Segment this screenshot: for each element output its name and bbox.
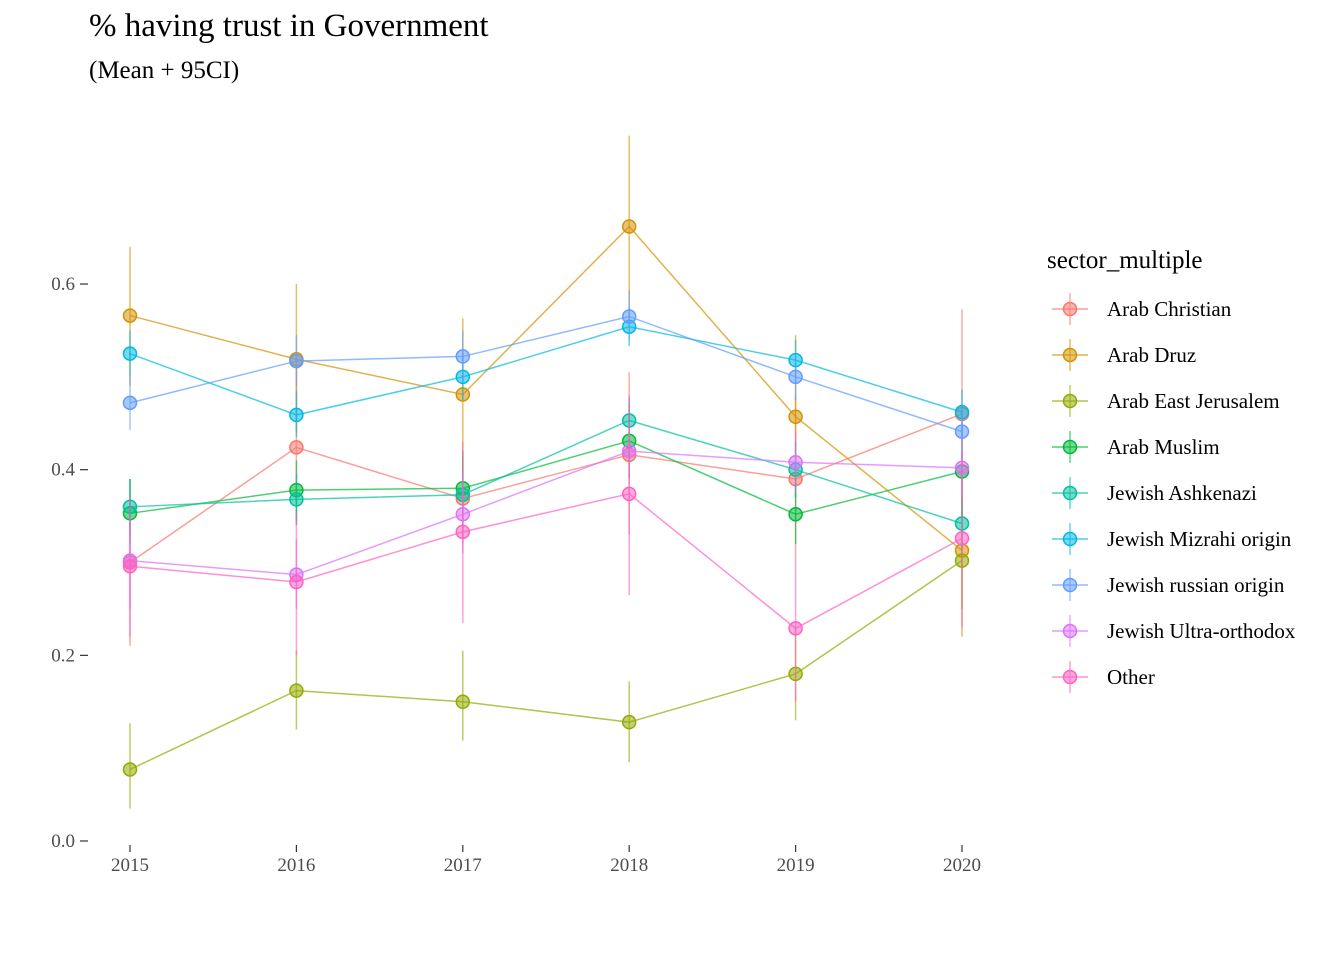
legend-key-point <box>1062 301 1078 317</box>
data-point <box>455 349 471 364</box>
x-tick-label: 2019 <box>777 855 815 876</box>
data-point <box>621 714 637 730</box>
series-line <box>129 493 963 630</box>
x-tick-label: 2018 <box>610 855 648 876</box>
data-point <box>455 694 471 710</box>
x-tick-label: 2016 <box>277 855 315 876</box>
x-tick-label: 2020 <box>943 855 981 876</box>
series-arab-east-jerusalem <box>122 511 970 809</box>
legend-title: sector_multiple <box>1047 247 1203 274</box>
data-point <box>122 762 138 777</box>
data-point <box>621 309 637 324</box>
data-point <box>289 353 304 369</box>
data-point <box>289 440 304 455</box>
legend-key-point <box>1062 669 1078 685</box>
y-tick-label: 0.4 <box>51 460 75 481</box>
series-line <box>129 450 963 576</box>
legend-label: Arab East Jerusalem <box>1107 389 1280 413</box>
legend-item: Jewish Mizrahi origin <box>1052 523 1292 555</box>
x-axis: 2015 2016 2017 2018 2019 2020 <box>111 845 981 876</box>
data-point <box>788 369 803 385</box>
x-tick-label: 2017 <box>444 855 482 876</box>
legend-key-point <box>1062 347 1078 363</box>
data-point <box>122 346 138 361</box>
y-axis: 0.0 0.2 0.4 0.6 <box>51 274 88 852</box>
legend-item: Arab Christian <box>1052 293 1232 325</box>
data-point <box>621 486 637 502</box>
data-point <box>954 531 970 546</box>
legend-key-point <box>1062 577 1078 593</box>
series-jewish-ashkenazi <box>122 398 970 549</box>
legend-label: Jewish Mizrahi origin <box>1107 527 1292 551</box>
series-jewish-russian-origin <box>122 290 970 456</box>
data-point <box>289 407 304 423</box>
data-point <box>122 395 138 411</box>
data-point <box>289 492 304 507</box>
y-tick-label: 0.6 <box>51 274 75 295</box>
series-layer <box>122 135 970 809</box>
legend-label: Arab Druz <box>1107 343 1196 367</box>
data-point <box>788 409 803 425</box>
series-line <box>129 560 963 771</box>
legend-item: Arab Muslim <box>1052 431 1220 463</box>
legend-item: Jewish Ashkenazi <box>1052 477 1257 509</box>
legend-label: Jewish Ashkenazi <box>1107 481 1257 505</box>
legend: sector_multiple Arab Christian Arab Druz A… <box>1047 247 1296 693</box>
legend-label: Jewish Ultra-orthodox <box>1107 619 1296 643</box>
series-line <box>129 325 963 416</box>
series-other <box>122 395 970 702</box>
legend-key-point <box>1062 531 1078 547</box>
legend-label: Other <box>1107 665 1155 689</box>
y-tick-label: 0.2 <box>51 645 75 666</box>
data-point <box>954 424 970 439</box>
data-point <box>289 683 304 698</box>
legend-key-point <box>1062 623 1078 639</box>
data-point <box>455 524 471 540</box>
data-point <box>788 455 803 470</box>
y-tick-label: 0.0 <box>51 831 75 852</box>
series-line <box>129 413 963 564</box>
series-arab-druz <box>122 135 970 637</box>
legend-key-point <box>1062 485 1078 501</box>
data-point <box>122 558 138 574</box>
series-line <box>129 419 963 525</box>
data-point <box>788 621 803 636</box>
series-arab-muslim <box>122 404 970 544</box>
legend-label: Arab Muslim <box>1107 435 1220 459</box>
legend-item: Arab Druz <box>1052 339 1196 371</box>
legend-key-point <box>1062 393 1078 409</box>
series-arab-christian <box>122 309 970 647</box>
chart-subtitle: (Mean + 95CI) <box>89 57 240 84</box>
legend-item: Other <box>1052 661 1155 693</box>
data-point <box>788 506 803 522</box>
series-jewish-ultra-orthodox <box>122 423 970 609</box>
chart-title: % having trust in Government <box>89 8 489 44</box>
legend-label: Jewish russian origin <box>1107 573 1285 597</box>
data-point <box>122 308 138 323</box>
legend-item: Arab East Jerusalem <box>1052 385 1280 417</box>
legend-item: Jewish russian origin <box>1052 569 1285 601</box>
series-line <box>129 315 963 433</box>
legend-item: Jewish Ultra-orthodox <box>1052 615 1296 647</box>
data-point <box>621 219 637 234</box>
x-tick-label: 2015 <box>111 855 149 876</box>
series-line <box>129 440 963 516</box>
legend-label: Arab Christian <box>1107 297 1232 321</box>
data-point <box>289 574 304 590</box>
series-line <box>129 225 963 552</box>
legend-key-point <box>1062 439 1078 455</box>
